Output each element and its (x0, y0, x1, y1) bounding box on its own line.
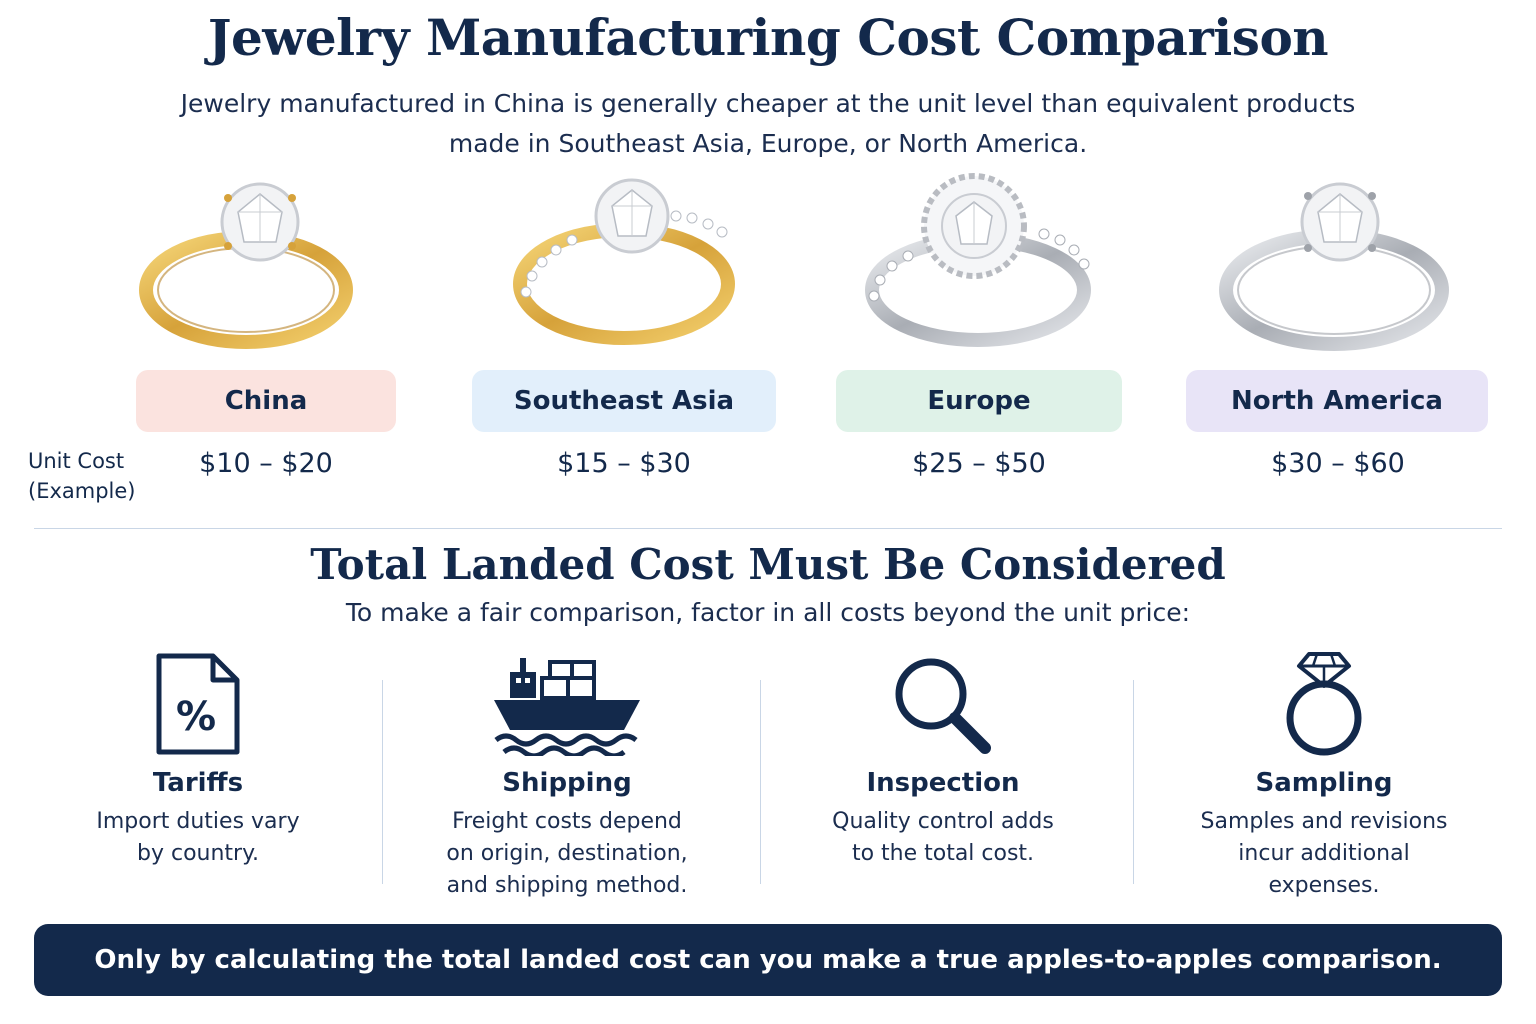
region-pill-china: China (136, 370, 396, 432)
conclusion-banner: Only by calculating the total landed cos… (34, 924, 1502, 996)
cargo-ship-icon (407, 648, 727, 756)
factor-inspection: Inspection Quality control adds to the t… (783, 648, 1103, 870)
factor-description: Freight costs depend on origin, destinat… (446, 809, 688, 898)
intro-text: Jewelry manufactured in China is general… (180, 89, 1356, 158)
magnifier-icon (783, 648, 1103, 756)
factor-separator (760, 680, 761, 884)
svg-text:%: % (176, 694, 216, 740)
factor-title: Shipping (502, 768, 632, 798)
diamond-ring-icon (1164, 648, 1484, 756)
landed-cost-title: Total Landed Cost Must Be Considered (310, 540, 1226, 589)
factor-title: Inspection (866, 768, 1020, 798)
ring-image-north-america (1212, 172, 1462, 362)
silver-solitaire-ring-icon (1219, 182, 1449, 351)
factor-title: Sampling (1255, 768, 1393, 798)
factor-description: Quality control adds to the total cost. (832, 809, 1054, 866)
unit-cost-china: $10 – $20 (199, 448, 333, 479)
factor-title: Tariffs (152, 768, 244, 798)
unit-cost-europe: $25 – $50 (912, 448, 1046, 479)
region-pill-north-america: North America (1186, 370, 1488, 432)
factor-separator (1133, 680, 1134, 884)
region-pill-southeast-asia: Southeast Asia (472, 370, 776, 432)
gold-pave-ring-icon (513, 178, 735, 345)
section-divider (34, 528, 1502, 529)
factor-separator (382, 680, 383, 884)
factor-description: Samples and revisions incur additional e… (1200, 809, 1448, 898)
landed-cost-subtitle: To make a fair comparison, factor in all… (345, 598, 1191, 627)
ring-image-europe (858, 172, 1108, 362)
ring-image-china (136, 172, 386, 362)
gold-solitaire-ring-icon (139, 182, 353, 349)
factor-shipping: Shipping Freight costs depend on origin,… (407, 648, 727, 902)
region-pill-europe: Europe (836, 370, 1122, 432)
percent-document-icon: % (38, 648, 358, 756)
factor-tariffs: % Tariffs Import duties vary by country. (38, 648, 358, 870)
unit-cost-label: Unit Cost (Example) (28, 449, 136, 503)
silver-halo-ring-icon (865, 173, 1091, 347)
factor-description: Import duties vary by country. (96, 809, 300, 866)
ring-image-southeast-asia (506, 172, 756, 362)
factor-sampling: Sampling Samples and revisions incur add… (1164, 648, 1484, 902)
unit-cost-southeast-asia: $15 – $30 (557, 448, 691, 479)
unit-cost-north-america: $30 – $60 (1271, 448, 1405, 479)
page-title: Jewelry Manufacturing Cost Comparison (207, 8, 1329, 67)
